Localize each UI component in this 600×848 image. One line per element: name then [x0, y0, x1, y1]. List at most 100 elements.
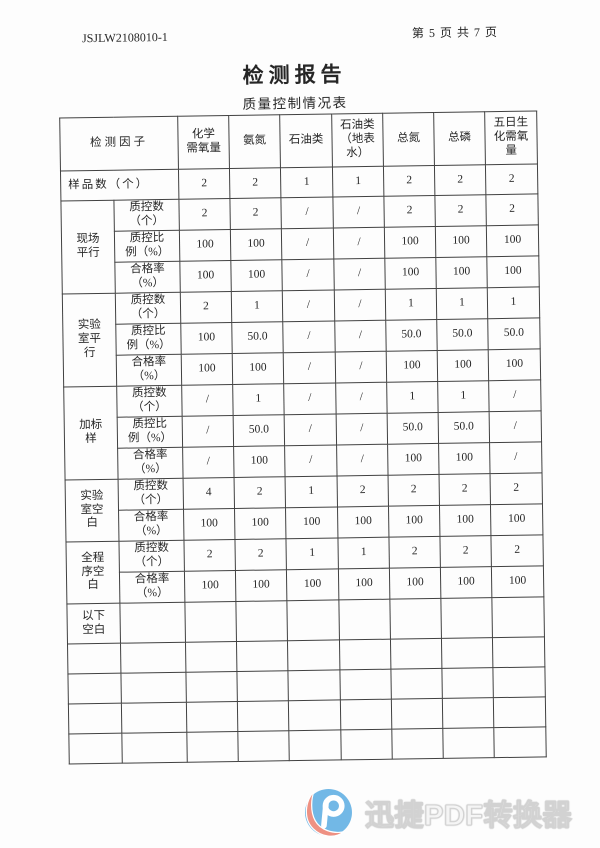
data-cell: 100: [184, 570, 236, 603]
data-cell: /: [182, 446, 235, 479]
data-cell: /: [281, 258, 335, 291]
data-cell: 2: [229, 167, 281, 199]
data-cell: 50.0: [385, 319, 438, 352]
column-header: 总磷: [433, 111, 486, 166]
data-cell: /: [282, 289, 335, 322]
row-label: 质控比 例（%）: [115, 323, 182, 356]
column-header: 总氮: [382, 112, 435, 167]
data-cell: 2: [439, 535, 492, 568]
data-cell: /: [284, 413, 337, 446]
page-indicator: 第 5 页 共 7 页: [411, 25, 499, 41]
data-cell: /: [333, 227, 385, 259]
data-cell: 100: [437, 349, 489, 382]
data-cell: 100: [486, 224, 539, 257]
below-blank-label: 以下 空白: [66, 603, 121, 644]
column-header: 石油类 （地表 水）: [331, 113, 384, 167]
data-cell: 100: [180, 322, 233, 355]
data-cell: 100: [230, 259, 283, 292]
data-cell: 100: [439, 504, 491, 537]
data-cell: 100: [230, 228, 282, 261]
page-header: JSJLW2108010-1 第 5 页 共 7 页: [82, 25, 498, 45]
empty-cell: [441, 637, 493, 669]
empty-cell: [235, 600, 288, 642]
empty-cell: [119, 602, 186, 644]
data-cell: 1: [231, 290, 283, 323]
data-cell: /: [332, 196, 385, 228]
data-cell: /: [280, 196, 334, 229]
data-cell: /: [283, 351, 336, 384]
data-cell: 50.0: [387, 412, 439, 445]
row-label: 合格率 （%）: [117, 447, 184, 480]
empty-cell: [441, 667, 494, 699]
empty-cell: [390, 638, 442, 670]
data-cell: 100: [286, 568, 339, 601]
data-cell: 50.0: [438, 411, 490, 444]
data-cell: /: [336, 413, 388, 445]
row-label: 质控比 例（%）: [114, 230, 180, 263]
data-cell: 2: [234, 476, 286, 509]
data-cell: 4: [183, 477, 235, 510]
report-number: JSJLW2108010-1: [81, 29, 168, 46]
empty-cell: [237, 730, 290, 762]
data-cell: 100: [183, 508, 235, 541]
data-cell: 100: [435, 225, 487, 258]
data-cell: 1: [487, 286, 540, 319]
watermark-text: 迅捷PDF转换器: [364, 799, 573, 832]
data-cell: 1: [437, 380, 490, 413]
data-cell: 100: [435, 256, 488, 289]
group-label: 加标 样: [63, 386, 119, 480]
logo-ribbon: [305, 790, 345, 837]
data-cell: /: [182, 415, 234, 448]
pdf-converter-watermark: 迅捷PDF转换器: [304, 788, 572, 837]
row-label: 质控比 例（%）: [117, 416, 183, 449]
data-cell: /: [488, 379, 542, 412]
data-cell: 1: [337, 537, 390, 569]
group-label: 实验 室空 白: [65, 479, 119, 542]
logo-p-stem: [321, 801, 329, 829]
data-cell: 2: [490, 472, 543, 505]
data-cell: /: [283, 382, 337, 415]
data-cell: 2: [434, 164, 486, 196]
empty-cell: [288, 699, 341, 731]
table-row: 检测因子 化学 需氧量 氨氮 石油类 石油类 （地表 水） 总氮 总磷 五日生 化需氧 量: [59, 110, 538, 172]
empty-cell: [442, 697, 494, 729]
empty-cell: [120, 672, 187, 704]
data-cell: /: [334, 320, 387, 352]
data-cell: /: [489, 441, 543, 474]
data-cell: 2: [178, 198, 231, 231]
row-label: 合格率 （%）: [116, 354, 182, 387]
empty-cell: [338, 599, 391, 640]
data-cell: 1: [285, 475, 338, 508]
data-cell: 100: [179, 229, 231, 262]
data-cell: 1: [385, 288, 437, 321]
quality-control-table: 检测因子 化学 需氧量 氨氮 石油类 石油类 （地表 水） 总氮 总磷 五日生 化需氧 量样品…: [59, 110, 547, 764]
data-cell: 100: [440, 566, 492, 599]
data-cell: /: [181, 384, 234, 417]
table-row: 以下 空白: [66, 596, 545, 644]
data-cell: 50.0: [436, 318, 489, 351]
data-cell: 2: [434, 194, 487, 227]
data-cell: 1: [232, 383, 285, 416]
data-cell: 1: [280, 166, 333, 198]
data-cell: 2: [183, 539, 236, 572]
empty-cell: [121, 732, 188, 764]
data-cell: 100: [338, 568, 390, 600]
data-cell: 100: [337, 506, 389, 538]
empty-cell: [286, 599, 340, 641]
empty-cell: [186, 731, 239, 763]
data-cell: 1: [332, 166, 384, 197]
data-cell: 2: [337, 475, 389, 507]
group-label: 现场 平行: [60, 200, 116, 295]
empty-cell: [185, 641, 237, 673]
empty-cell: [288, 729, 342, 761]
data-cell: 100: [384, 226, 436, 259]
empty-cell: [67, 643, 121, 674]
data-cell: 100: [232, 352, 284, 385]
empty-cell: [492, 666, 546, 698]
report-title: 检测报告: [242, 62, 347, 88]
data-cell: 2: [439, 473, 491, 506]
data-cell: 100: [387, 443, 440, 476]
data-cell: 2: [234, 538, 287, 571]
